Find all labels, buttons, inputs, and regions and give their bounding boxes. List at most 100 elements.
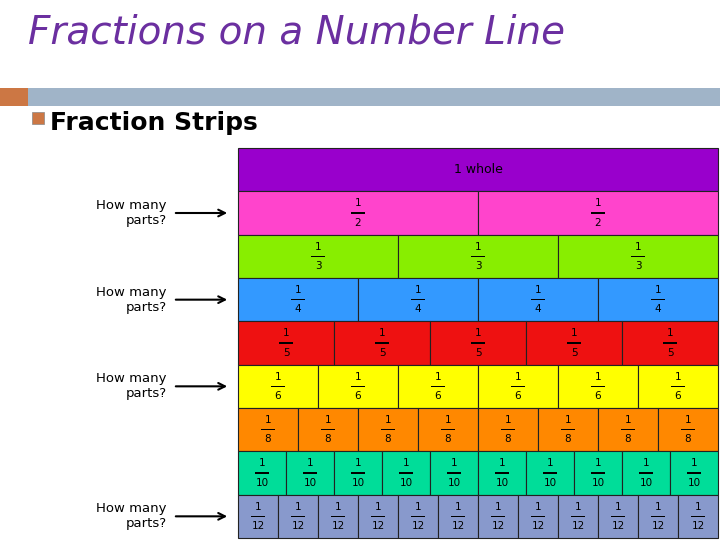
Bar xyxy=(238,495,278,538)
Text: 1: 1 xyxy=(315,242,321,252)
Bar xyxy=(334,451,382,495)
Text: 1: 1 xyxy=(307,458,313,469)
Bar xyxy=(495,472,509,474)
Bar xyxy=(238,191,478,235)
Bar xyxy=(561,429,575,430)
Text: 10: 10 xyxy=(688,477,701,488)
Bar xyxy=(574,451,622,495)
Bar xyxy=(639,472,653,474)
Text: 6: 6 xyxy=(435,391,441,401)
Bar xyxy=(298,408,358,451)
Text: 1: 1 xyxy=(474,328,481,339)
Text: 1: 1 xyxy=(258,458,265,469)
Text: 1: 1 xyxy=(675,372,681,382)
Text: 1: 1 xyxy=(635,242,642,252)
Bar xyxy=(478,495,518,538)
Text: 1: 1 xyxy=(294,285,301,295)
Bar xyxy=(32,112,44,124)
Text: 12: 12 xyxy=(572,521,585,531)
Text: 10: 10 xyxy=(591,477,605,488)
Text: 12: 12 xyxy=(331,521,345,531)
Bar xyxy=(351,212,365,214)
Bar xyxy=(501,429,515,430)
Text: 10: 10 xyxy=(303,477,317,488)
Bar xyxy=(278,495,318,538)
Text: 1: 1 xyxy=(690,458,697,469)
Bar xyxy=(441,429,455,430)
Text: 8: 8 xyxy=(445,434,451,444)
Text: 1: 1 xyxy=(445,415,451,425)
Bar xyxy=(518,495,558,538)
Bar xyxy=(318,495,358,538)
Bar xyxy=(451,516,465,517)
Text: 1: 1 xyxy=(379,328,385,339)
Bar xyxy=(398,235,558,278)
Text: How many
parts?: How many parts? xyxy=(96,199,167,227)
Text: 10: 10 xyxy=(400,477,413,488)
Text: 3: 3 xyxy=(635,261,642,271)
Text: 3: 3 xyxy=(315,261,321,271)
Bar xyxy=(358,278,478,321)
Bar xyxy=(375,342,389,344)
Text: 8: 8 xyxy=(625,434,631,444)
Bar xyxy=(571,516,585,517)
Text: 1: 1 xyxy=(515,372,521,382)
Bar xyxy=(0,88,28,106)
Bar xyxy=(286,451,334,495)
Bar xyxy=(0,88,720,106)
Bar xyxy=(598,278,718,321)
Bar xyxy=(430,321,526,365)
Bar xyxy=(271,386,285,387)
Bar xyxy=(238,148,718,191)
Bar xyxy=(678,495,718,538)
Text: 1: 1 xyxy=(474,242,481,252)
Bar xyxy=(238,451,286,495)
Text: How many
parts?: How many parts? xyxy=(96,373,167,400)
Text: 12: 12 xyxy=(531,521,544,531)
Bar xyxy=(491,516,505,517)
Bar xyxy=(303,472,317,474)
Text: 12: 12 xyxy=(611,521,625,531)
Text: 1: 1 xyxy=(695,502,701,512)
Text: 1: 1 xyxy=(455,502,462,512)
Bar xyxy=(558,495,598,538)
Bar xyxy=(526,451,574,495)
Text: 1: 1 xyxy=(355,199,361,208)
Bar xyxy=(611,516,625,517)
Bar xyxy=(251,516,265,517)
Bar xyxy=(238,235,398,278)
Text: How many
parts?: How many parts? xyxy=(96,286,167,314)
Bar xyxy=(382,451,430,495)
Text: 1: 1 xyxy=(505,415,511,425)
Bar xyxy=(351,386,365,387)
Text: 8: 8 xyxy=(265,434,271,444)
Bar xyxy=(411,299,425,300)
Text: 8: 8 xyxy=(685,434,691,444)
Bar xyxy=(238,321,334,365)
Bar xyxy=(478,408,538,451)
Text: 6: 6 xyxy=(515,391,521,401)
Bar xyxy=(358,495,398,538)
Bar xyxy=(311,255,325,257)
Text: 1: 1 xyxy=(275,372,282,382)
Text: Fractions on a Number Line: Fractions on a Number Line xyxy=(28,14,565,52)
Text: 1: 1 xyxy=(564,415,571,425)
Text: 12: 12 xyxy=(691,521,705,531)
Bar xyxy=(591,472,605,474)
Bar xyxy=(418,408,478,451)
Bar xyxy=(398,364,478,408)
Bar xyxy=(398,495,438,538)
Bar xyxy=(558,364,638,408)
Text: 10: 10 xyxy=(639,477,652,488)
Text: 12: 12 xyxy=(292,521,305,531)
Bar xyxy=(430,451,478,495)
Bar xyxy=(478,364,558,408)
Text: 1: 1 xyxy=(283,328,289,339)
Text: 12: 12 xyxy=(491,521,505,531)
Text: 10: 10 xyxy=(544,477,557,488)
Text: 1: 1 xyxy=(615,502,621,512)
Bar xyxy=(543,472,557,474)
Bar xyxy=(238,278,358,321)
Text: 1: 1 xyxy=(335,502,341,512)
Text: 1: 1 xyxy=(355,458,361,469)
